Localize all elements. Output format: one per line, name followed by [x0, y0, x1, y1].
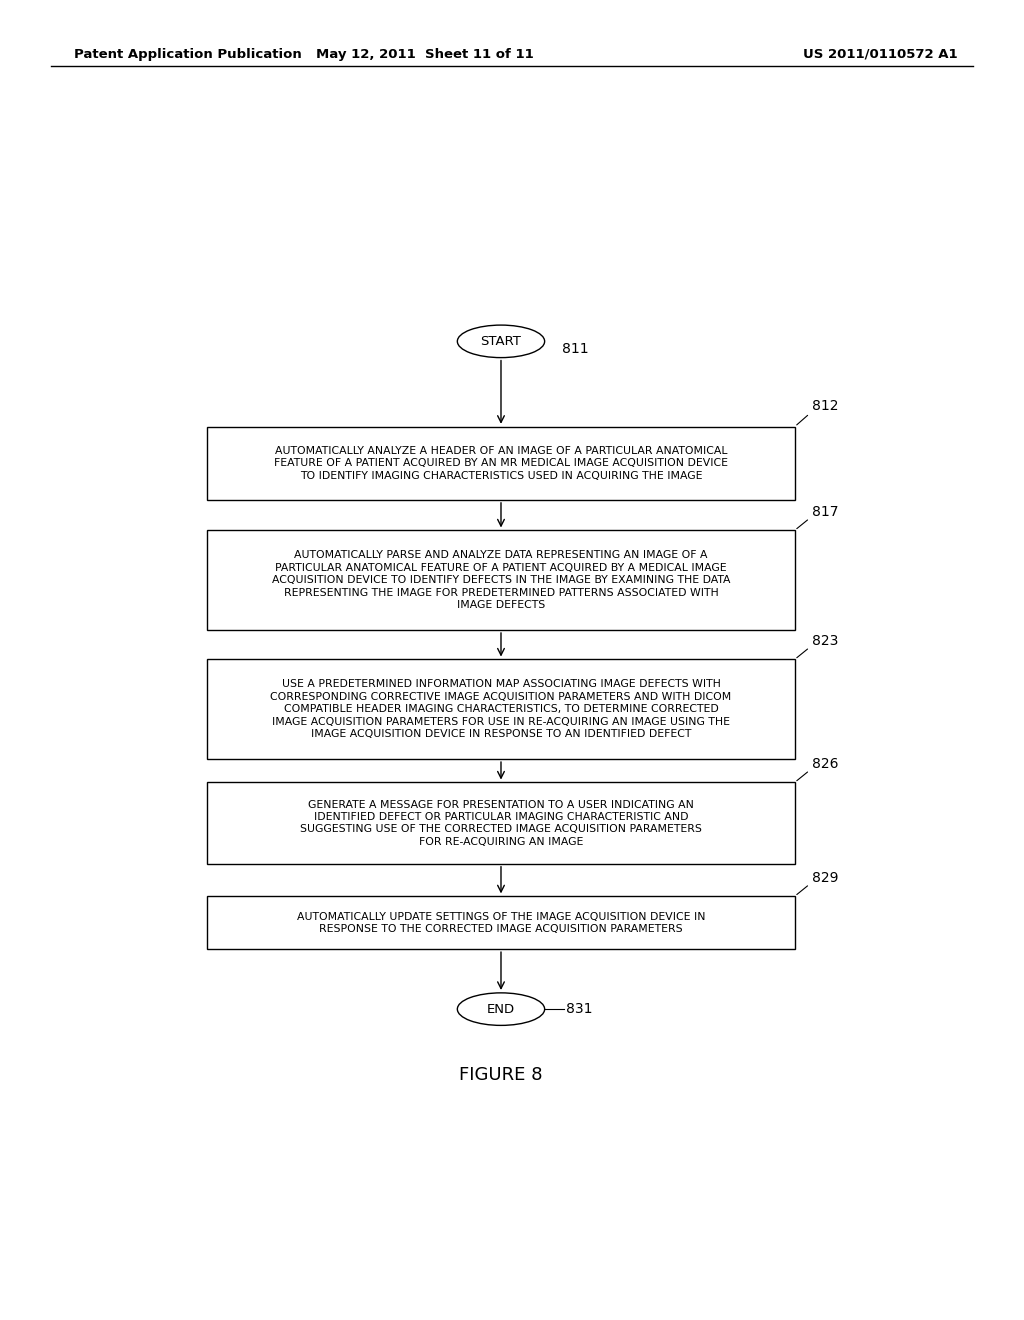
FancyBboxPatch shape — [207, 896, 795, 949]
FancyBboxPatch shape — [207, 660, 795, 759]
Text: 812: 812 — [812, 400, 839, 413]
Text: 823: 823 — [812, 634, 839, 648]
Text: Patent Application Publication: Patent Application Publication — [74, 48, 301, 61]
Text: 831: 831 — [566, 1002, 593, 1016]
FancyBboxPatch shape — [207, 783, 795, 863]
Text: START: START — [480, 335, 521, 348]
Text: 817: 817 — [812, 506, 839, 519]
Text: US 2011/0110572 A1: US 2011/0110572 A1 — [803, 48, 957, 61]
FancyBboxPatch shape — [207, 531, 795, 630]
Text: END: END — [487, 1003, 515, 1015]
Text: AUTOMATICALLY UPDATE SETTINGS OF THE IMAGE ACQUISITION DEVICE IN
RESPONSE TO THE: AUTOMATICALLY UPDATE SETTINGS OF THE IMA… — [297, 912, 706, 935]
Text: AUTOMATICALLY ANALYZE A HEADER OF AN IMAGE OF A PARTICULAR ANATOMICAL
FEATURE OF: AUTOMATICALLY ANALYZE A HEADER OF AN IMA… — [274, 446, 728, 480]
Text: 811: 811 — [562, 342, 589, 356]
Text: AUTOMATICALLY PARSE AND ANALYZE DATA REPRESENTING AN IMAGE OF A
PARTICULAR ANATO: AUTOMATICALLY PARSE AND ANALYZE DATA REP… — [271, 550, 730, 610]
Text: USE A PREDETERMINED INFORMATION MAP ASSOCIATING IMAGE DEFECTS WITH
CORRESPONDING: USE A PREDETERMINED INFORMATION MAP ASSO… — [270, 680, 731, 739]
Ellipse shape — [458, 993, 545, 1026]
Text: 829: 829 — [812, 871, 839, 884]
Text: GENERATE A MESSAGE FOR PRESENTATION TO A USER INDICATING AN
IDENTIFIED DEFECT OR: GENERATE A MESSAGE FOR PRESENTATION TO A… — [300, 800, 701, 846]
FancyBboxPatch shape — [207, 426, 795, 500]
Text: FIGURE 8: FIGURE 8 — [459, 1067, 543, 1084]
Text: 826: 826 — [812, 758, 839, 771]
Text: May 12, 2011  Sheet 11 of 11: May 12, 2011 Sheet 11 of 11 — [316, 48, 534, 61]
Ellipse shape — [458, 325, 545, 358]
